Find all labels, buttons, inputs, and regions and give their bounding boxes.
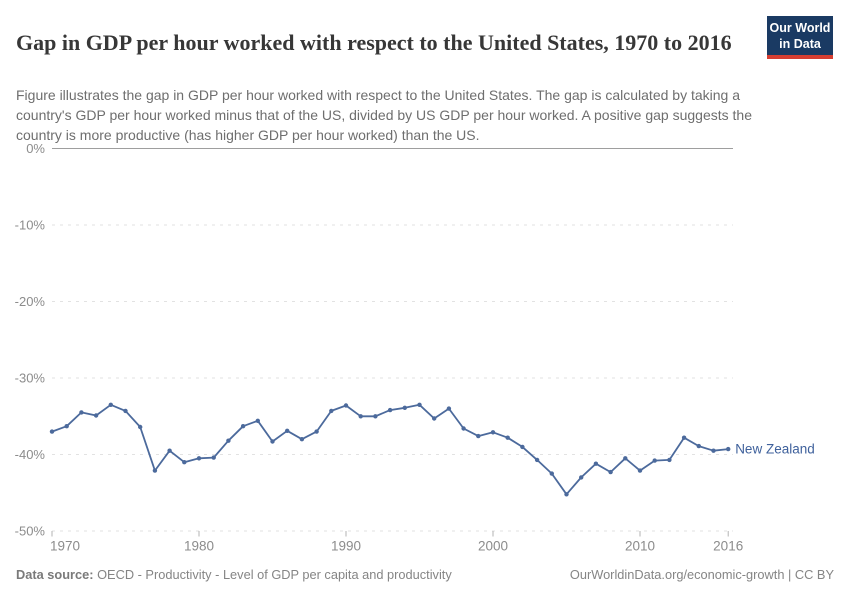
y-axis-label: -40% — [15, 447, 46, 462]
data-point-marker — [490, 430, 496, 435]
data-point-marker — [593, 461, 599, 466]
data-point-marker — [270, 439, 275, 444]
plot-area[interactable]: 0% -10% -20% -30% -40% -50% 1970 1980 1990 2000 20… — [0, 138, 850, 558]
data-point-marker — [461, 426, 466, 431]
data-point-marker — [167, 448, 172, 453]
data-point-marker — [667, 457, 672, 463]
data-source-note: Data source: OECD - Productivity - Level… — [16, 567, 452, 582]
data-point-marker — [476, 433, 481, 439]
data-point-marker — [138, 424, 143, 430]
data-point-marker — [211, 455, 216, 460]
data-point-marker — [623, 456, 628, 461]
data-point-marker — [505, 435, 510, 440]
data-point-marker — [240, 424, 246, 429]
x-axis-label: 2000 — [478, 539, 508, 554]
data-point-marker — [417, 402, 422, 407]
data-point-marker — [432, 416, 437, 421]
data-point-marker — [637, 468, 643, 473]
owid-credit-link[interactable]: OurWorldinData.org/economic-growth | CC … — [569, 567, 834, 582]
data-point-marker — [79, 410, 84, 415]
chart-subtitle: Figure illustrates the gap in GDP per ho… — [16, 87, 752, 143]
data-point-marker — [314, 429, 319, 434]
data-point-marker — [652, 458, 657, 463]
data-point-marker — [446, 406, 452, 411]
data-point-marker — [285, 428, 290, 433]
data-point-marker — [711, 448, 716, 453]
x-axis-label: 1970 — [50, 539, 80, 554]
series-end-label: New Zealand — [735, 442, 815, 457]
data-point-marker — [343, 403, 349, 408]
data-point-marker — [696, 443, 701, 449]
data-point-marker — [93, 413, 99, 418]
data-point-marker — [564, 492, 569, 497]
data-point-marker — [579, 475, 584, 480]
data-point-marker — [108, 402, 114, 407]
data-point-marker — [387, 407, 393, 413]
data-point-marker — [358, 414, 363, 419]
owid-logo[interactable]: Our World in Data — [767, 16, 833, 60]
data-point-marker — [299, 437, 305, 442]
data-point-marker — [373, 414, 378, 419]
data-point-marker — [182, 460, 187, 465]
data-point-marker — [196, 456, 202, 461]
data-point-marker — [726, 446, 731, 452]
data-point-marker — [534, 457, 540, 463]
x-axis-label: 1980 — [184, 539, 214, 554]
data-line[interactable] — [51, 403, 730, 496]
data-point-marker — [152, 468, 158, 473]
x-axis-label: 1990 — [331, 539, 361, 554]
y-axis-label: 0% — [26, 141, 45, 156]
data-source-label: Data source: — [16, 567, 94, 582]
data-point-marker — [49, 429, 55, 434]
data-point-marker — [608, 469, 613, 475]
y-axis-label: -50% — [15, 524, 46, 539]
data-point-marker — [64, 424, 69, 429]
data-point-marker — [329, 408, 334, 414]
owid-logo-line1: Our World — [769, 21, 831, 35]
data-point-marker — [402, 405, 407, 410]
page-title: Gap in GDP per hour worked with respect … — [16, 29, 732, 55]
y-axis-label: -10% — [15, 218, 46, 233]
data-point-marker — [681, 435, 687, 440]
x-axis-label: 2016 — [713, 539, 743, 554]
line-chart-svg[interactable]: 0% -10% -20% -30% -40% -50% 1970 1980 1990 2000 20… — [0, 138, 850, 558]
data-source-text: OECD - Productivity - Level of GDP per c… — [93, 567, 452, 582]
data-point-marker — [226, 438, 231, 443]
y-axis-label: -20% — [15, 294, 46, 309]
data-point-marker — [123, 408, 128, 414]
data-point-marker — [255, 418, 260, 423]
data-point-marker — [520, 444, 525, 450]
x-axis-label: 2010 — [625, 539, 655, 554]
data-point-marker — [549, 471, 554, 476]
owid-logo-line2: in Data — [779, 36, 821, 51]
y-axis-label: -30% — [15, 371, 46, 386]
